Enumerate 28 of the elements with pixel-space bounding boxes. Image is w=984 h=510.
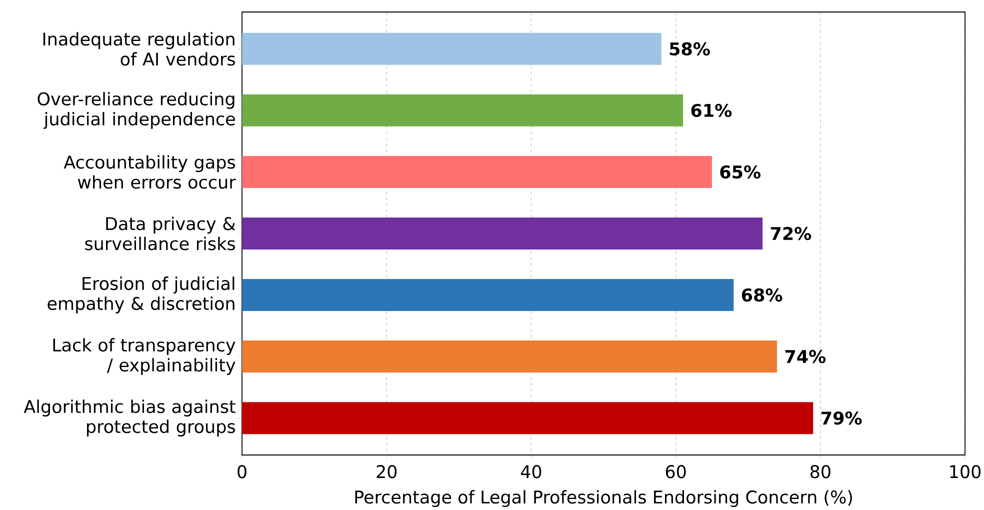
- bar: [242, 217, 763, 250]
- x-tick-label: 60: [666, 465, 686, 478]
- y-tick-label: Data privacy & surveillance risks: [85, 216, 236, 250]
- x-tick-label: 0: [238, 465, 246, 478]
- x-tick-label: 80: [810, 465, 830, 478]
- x-axis-title: Percentage of Legal Professionals Endorsing Concern (%): [355, 490, 852, 508]
- data-label: 74%: [785, 350, 826, 364]
- data-label: 65%: [720, 165, 760, 179]
- y-tick-label: Over-reliance reducing judicial independence: [38, 92, 235, 129]
- data-label: 72%: [770, 226, 812, 240]
- bar: [242, 402, 814, 434]
- bar: [242, 279, 734, 312]
- x-tick-label: 100: [950, 465, 981, 478]
- bar: [242, 94, 684, 126]
- y-tick-label: Accountability gaps when errors occur: [64, 155, 236, 189]
- data-label: 58%: [670, 42, 710, 56]
- bar: [242, 340, 778, 373]
- bar: [242, 156, 712, 188]
- data-label: 68%: [742, 288, 782, 302]
- x-tick-label: 40: [520, 465, 542, 478]
- y-tick-label: Inadequate regulation of AI vendors: [43, 32, 235, 66]
- y-tick-label: Lack of transparency / explainability: [53, 338, 236, 376]
- data-label: 61%: [691, 104, 732, 118]
- bar: [242, 32, 662, 65]
- y-tick-label: Algorithmic bias against protected groups: [24, 400, 236, 437]
- data-label: 79%: [822, 411, 862, 425]
- x-tick-label: 20: [376, 465, 397, 478]
- y-tick-label: Erosion of judicial empathy & discretion: [48, 276, 234, 314]
